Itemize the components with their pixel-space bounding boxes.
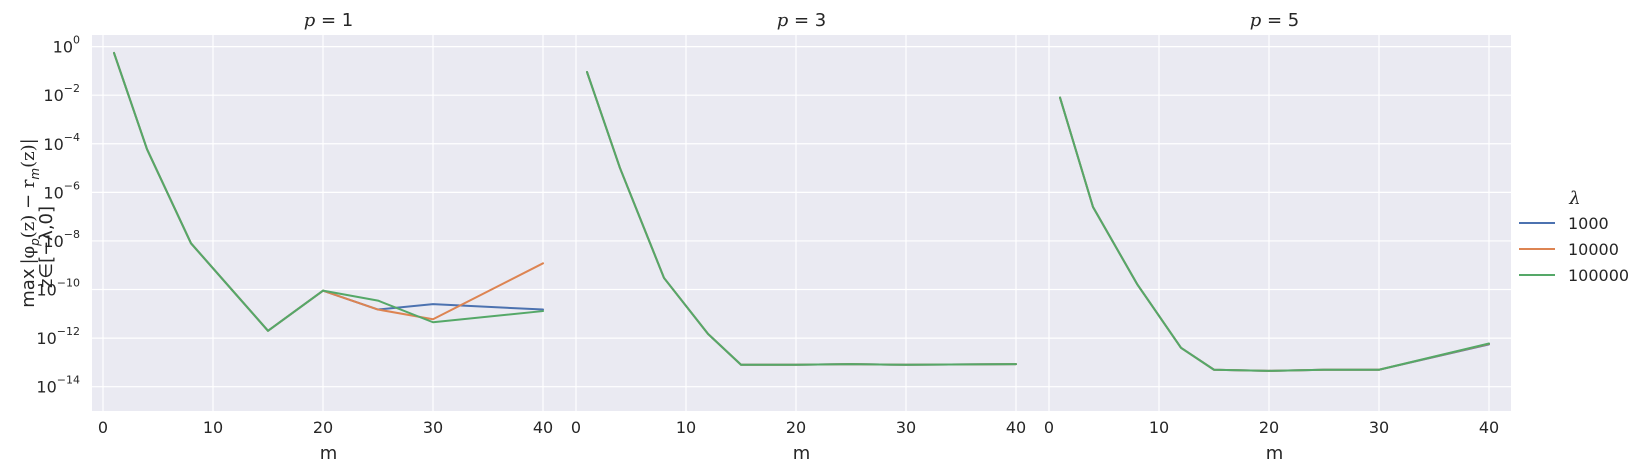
x-tick-label: 10	[676, 418, 696, 437]
y-axis: 100 10−2 10−4 10−6 10−8 10−10 10−12 10−14	[36, 34, 80, 397]
legend-title: λ	[1568, 188, 1580, 209]
series-line-100000	[1059, 96, 1490, 372]
x-axis-label: m	[320, 443, 338, 464]
panel-background	[92, 35, 565, 411]
x-tick-label: 40	[1479, 418, 1499, 437]
y-tick-label: 10−14	[36, 374, 80, 397]
legend-label: 10000	[1568, 240, 1619, 259]
svg-text:max|φp(z) − rm(z)|: max|φp(z) − rm(z)|	[18, 138, 42, 307]
y-tick-label: 10−6	[43, 179, 80, 202]
y-tick-label: 10−4	[43, 131, 80, 154]
x-tick-label: 30	[896, 418, 916, 437]
x-tick-label: 30	[423, 418, 443, 437]
x-axis-label: m	[793, 443, 811, 464]
x-tick-label: 20	[313, 418, 333, 437]
panel-title: p = 1	[304, 10, 354, 31]
x-tick-label: 40	[1006, 418, 1026, 437]
panel-3: p = 5 0 10 20 30 40 m	[1038, 10, 1511, 464]
x-tick-label: 40	[533, 418, 553, 437]
legend: λ 1000 10000 100000	[1519, 188, 1629, 285]
series-line-100000	[113, 51, 544, 332]
panel-background	[565, 35, 1038, 411]
y-tick-label: 10−10	[36, 277, 80, 300]
series-line-100000	[586, 71, 1017, 366]
legend-label: 1000	[1568, 214, 1609, 233]
svg-text:z∈[−λ,0]: z∈[−λ,0]	[36, 206, 57, 288]
x-tick-label: 30	[1369, 418, 1389, 437]
x-tick-label: 20	[786, 418, 806, 437]
x-tick-label: 10	[203, 418, 223, 437]
x-tick-label: 0	[98, 418, 108, 437]
y-axis-label: max|φp(z) − rm(z)|z∈[−λ,0]	[18, 138, 57, 307]
x-tick-label: 0	[571, 418, 581, 437]
x-tick-label: 20	[1259, 418, 1279, 437]
panel-2: p = 3 0 10 20 30 40 m	[565, 10, 1038, 464]
x-axis-label: m	[1266, 443, 1284, 464]
x-tick-label: 0	[1044, 418, 1054, 437]
panel-1: p = 1 0 10 20 30 40 m	[92, 10, 565, 464]
panel-background	[1038, 35, 1511, 411]
panel-title: p = 3	[777, 10, 827, 31]
x-tick-label: 10	[1149, 418, 1169, 437]
panel-title: p = 5	[1250, 10, 1300, 31]
y-tick-label: 100	[53, 34, 80, 57]
legend-label: 100000	[1568, 266, 1629, 285]
y-tick-label: 10−8	[43, 228, 80, 251]
y-tick-label: 10−12	[36, 325, 80, 348]
y-tick-label: 10−2	[43, 82, 80, 105]
